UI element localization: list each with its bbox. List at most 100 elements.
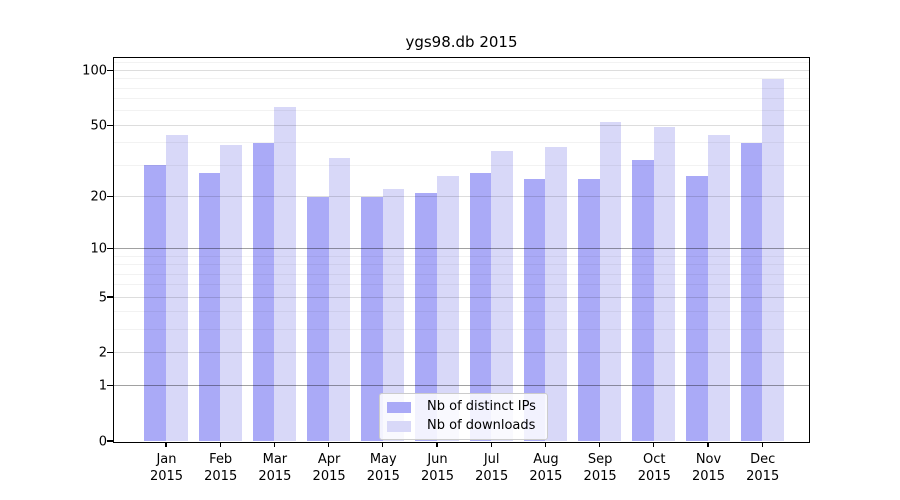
month-label: Jul <box>483 452 500 467</box>
gridline-minor-90 <box>114 78 809 80</box>
x-tick-label-aug: Aug 2015 <box>529 451 562 485</box>
legend-row-downloads: Nb of downloads <box>387 418 536 434</box>
gridline-minor-40 <box>114 142 809 144</box>
x-tick-label-dec: Dec 2015 <box>746 451 779 485</box>
x-tick-label-jun: Jun 2015 <box>421 451 454 485</box>
y-tick-label-2: 2 <box>98 345 107 361</box>
month-label: Dec <box>750 452 776 467</box>
x-tick-label-sep: Sep 2015 <box>584 451 617 485</box>
bar-jan-distinct-ips <box>144 165 166 441</box>
x-tickmark-aug <box>544 442 547 447</box>
y-tick-label-20: 20 <box>90 189 107 205</box>
year-label: 2015 <box>149 469 184 484</box>
x-tickmark-nov <box>707 442 709 447</box>
year-label: 2015 <box>475 469 509 484</box>
year-label: 2015 <box>258 469 292 484</box>
x-tickmark-dec <box>761 442 763 447</box>
gridline-minor-60 <box>114 110 809 112</box>
bar-sep-downloads <box>599 122 622 441</box>
gridline-minor-110 <box>114 62 809 64</box>
bar-dec-downloads <box>762 78 784 441</box>
bar-oct-distinct-ips <box>632 160 654 441</box>
bar-feb-distinct-ips <box>198 173 221 441</box>
x-tickmark-feb <box>219 442 221 447</box>
year-label: 2015 <box>691 469 726 484</box>
bar-apr-distinct-ips <box>306 196 329 441</box>
x-tickmark-apr <box>327 442 330 447</box>
gridline-minor-80 <box>114 87 809 89</box>
x-tickmark-may <box>382 442 384 447</box>
bar-may-distinct-ips <box>361 196 383 441</box>
x-tick-label-may: May 2015 <box>367 451 400 485</box>
y-tick-label-50: 50 <box>90 118 107 134</box>
plot-area <box>107 57 810 447</box>
bar-aug-downloads <box>545 146 568 441</box>
bar-oct-downloads <box>653 126 676 441</box>
x-tick-label-jul: Jul 2015 <box>475 451 508 485</box>
year-label: 2015 <box>583 469 617 484</box>
month-label: Sep <box>587 452 613 467</box>
y-tickmark-20 <box>107 195 113 198</box>
bar-jun-distinct-ips <box>415 192 437 441</box>
y-tick-label-10: 10 <box>90 241 107 257</box>
y-tickmark-2 <box>107 352 113 354</box>
year-label: 2015 <box>366 469 400 484</box>
bar-nov-downloads <box>708 135 730 441</box>
bar-apr-downloads <box>328 157 351 441</box>
x-tickmark-sep <box>598 442 601 447</box>
gridline-minor-70 <box>114 98 809 100</box>
month-label: Mar <box>262 452 288 467</box>
bar-jul-downloads <box>491 151 513 441</box>
bar-aug-distinct-ips <box>523 179 546 441</box>
month-label: May <box>369 452 397 467</box>
year-label: 2015 <box>746 469 780 484</box>
bar-jun-downloads <box>437 176 459 441</box>
y-tickmark-50 <box>107 124 113 127</box>
bar-jul-distinct-ips <box>469 173 492 441</box>
y-tickmark-100 <box>107 69 113 72</box>
gridline-major-100 <box>114 69 809 71</box>
x-tick-label-nov: Nov 2015 <box>692 451 725 485</box>
x-tickmark-jun <box>436 442 438 447</box>
x-tick-label-jan: Jan 2015 <box>150 451 183 485</box>
bar-mar-distinct-ips <box>252 142 275 441</box>
year-label: 2015 <box>529 469 563 484</box>
y-tickmark-5 <box>107 296 113 298</box>
month-label: Jun <box>427 452 448 467</box>
x-axis: Jan 2015 Feb 2015 Mar 2015 Apr 2015 May 2015 Jun 20… <box>115 451 809 491</box>
x-tick-label-oct: Oct 2015 <box>638 451 671 485</box>
month-label: Jan <box>156 452 177 467</box>
x-tickmark-jul <box>490 442 492 447</box>
legend-swatch-downloads <box>387 420 411 432</box>
month-label: Nov <box>695 452 722 467</box>
legend: Nb of distinct IPs Nb of downloads <box>379 393 548 440</box>
x-tick-label-feb: Feb 2015 <box>204 451 237 485</box>
legend-label-distinct-ips: Nb of distinct IPs <box>427 399 536 414</box>
y-tick-label-100: 100 <box>82 63 107 79</box>
x-tick-label-mar: Mar 2015 <box>258 451 291 485</box>
bar-dec-distinct-ips <box>740 142 763 441</box>
x-tickmark-jan <box>165 442 167 447</box>
month-label: Oct <box>643 452 666 467</box>
bar-nov-distinct-ips <box>686 176 708 441</box>
y-axis: 0 1 2 5 10 20 50 100 <box>0 59 107 449</box>
y-tickmark-1 <box>107 384 113 387</box>
year-label: 2015 <box>204 469 238 484</box>
bar-mar-downloads <box>274 107 297 441</box>
y-tick-label-1: 1 <box>98 378 107 394</box>
bar-jan-downloads <box>166 135 188 441</box>
gridline-major-50 <box>114 124 809 126</box>
year-label: 2015 <box>420 469 455 484</box>
x-tick-label-apr: Apr 2015 <box>313 451 346 485</box>
legend-row-distinct-ips: Nb of distinct IPs <box>387 399 536 415</box>
y-tickmark-10 <box>107 247 113 250</box>
y-tick-label-0: 0 <box>98 434 107 449</box>
bar-feb-downloads <box>220 144 242 441</box>
gridline-minor-30 <box>114 164 809 166</box>
year-label: 2015 <box>312 469 346 484</box>
year-label: 2015 <box>637 469 671 484</box>
x-tickmark-oct <box>653 442 655 447</box>
x-tickmark-mar <box>273 442 276 447</box>
bar-may-downloads <box>382 189 405 441</box>
